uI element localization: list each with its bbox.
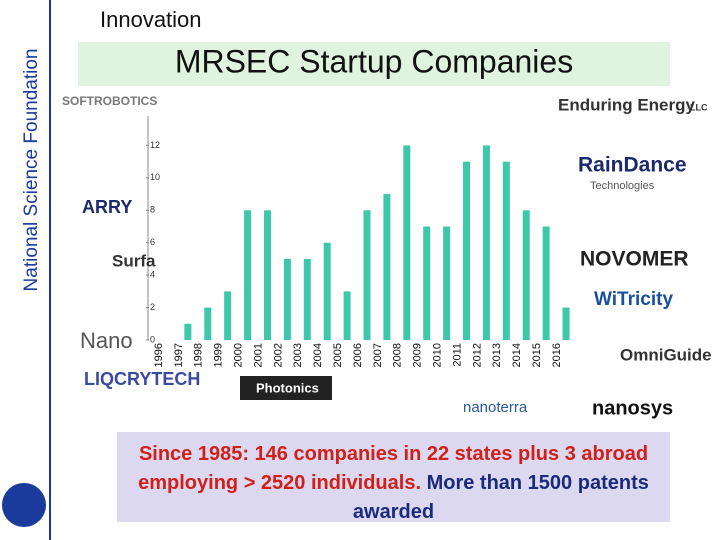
x-tick-label: 2016 [551, 343, 563, 367]
logo: LIQCRYTECH [84, 369, 200, 389]
x-tick-label: 2015 [531, 343, 543, 367]
summary-text: More than 1500 patents awarded [352, 472, 649, 523]
logo: Surfa [112, 251, 156, 270]
summary: Since 1985: 146 companies in 22 states p… [117, 432, 670, 523]
logo: Photonics [256, 380, 319, 395]
logo: nanoterra [463, 399, 528, 416]
logo: Nano [80, 328, 133, 353]
x-tick-label: 2006 [352, 343, 364, 367]
logo: Technologies [590, 180, 655, 192]
x-tick-label: 1999 [213, 343, 225, 367]
x-tick-label: 2010 [432, 343, 444, 367]
bar [283, 258, 291, 340]
x-tick-label: 2005 [332, 343, 344, 367]
y-tick-label: 8 [150, 205, 155, 215]
x-tick-label: 2004 [312, 343, 324, 367]
bar [403, 145, 411, 340]
y-tick-label: 6 [150, 237, 155, 247]
section: Innovation [100, 7, 202, 32]
x-tick-label: 2009 [412, 343, 424, 367]
y-tick-label: 2 [150, 302, 155, 312]
x-tick-label: 2001 [252, 343, 264, 367]
bar [482, 145, 490, 340]
bar [522, 210, 530, 340]
y-tick-label: 4 [150, 270, 155, 280]
x-tick-label: 1998 [193, 343, 205, 367]
chart-title: MRSEC Startup Companies [175, 43, 573, 79]
logo: LLC [690, 102, 708, 112]
logo: OmniGuide [620, 345, 712, 364]
nsf-logo [2, 483, 46, 527]
x-tick-label: 1997 [173, 343, 185, 367]
bar [244, 210, 252, 340]
logo: RainDance [578, 154, 687, 177]
summary-text: Since 1985: 146 companies in 22 states p… [138, 443, 649, 494]
logos: SOFTROBOTICS Enduring Energy LLC RainDan… [58, 88, 712, 419]
logo: SOFTROBOTICS [62, 94, 157, 108]
logo-box [240, 376, 332, 400]
bar [323, 242, 331, 340]
x-tick-label: 2013 [491, 343, 503, 367]
bar [423, 226, 431, 340]
logo: WiTricity [594, 289, 673, 310]
x-tick-label: 2014 [511, 343, 523, 367]
x-tick-label: 2003 [292, 343, 304, 367]
x-tick-label: 2002 [272, 343, 284, 367]
bar [363, 210, 371, 340]
x-tick-label: 1996 [153, 343, 165, 367]
logo: Enduring Energy [558, 95, 696, 114]
logo: nanosys [592, 397, 673, 419]
bar [463, 161, 471, 340]
logo-box [58, 88, 154, 116]
title-banner [78, 42, 670, 86]
x-tick-label: 2007 [372, 343, 384, 367]
x-tick-label: 2008 [392, 343, 404, 367]
logo-box [520, 90, 708, 120]
y-tick-label: 10 [150, 172, 160, 182]
bar [343, 291, 351, 340]
bar [204, 307, 212, 340]
sidebar-text: National Science Foundation [21, 49, 42, 292]
x-tick-label: 2000 [232, 343, 244, 367]
logo: ARRY [82, 197, 132, 217]
y-tick-label: 0 [150, 334, 155, 344]
bar [263, 210, 271, 340]
sidebar-bg [0, 0, 50, 540]
bar [224, 291, 232, 340]
y-tick-label: 12 [150, 140, 160, 150]
bar [184, 323, 192, 340]
x-tick-label: 2011 [451, 343, 463, 367]
bar [562, 307, 570, 340]
bar [443, 226, 451, 340]
logo: NOVOMER [580, 248, 689, 271]
bar [303, 258, 311, 340]
x-tick-label: 2012 [471, 343, 483, 367]
bar [383, 194, 391, 340]
bar [542, 226, 550, 340]
bar [502, 161, 510, 340]
